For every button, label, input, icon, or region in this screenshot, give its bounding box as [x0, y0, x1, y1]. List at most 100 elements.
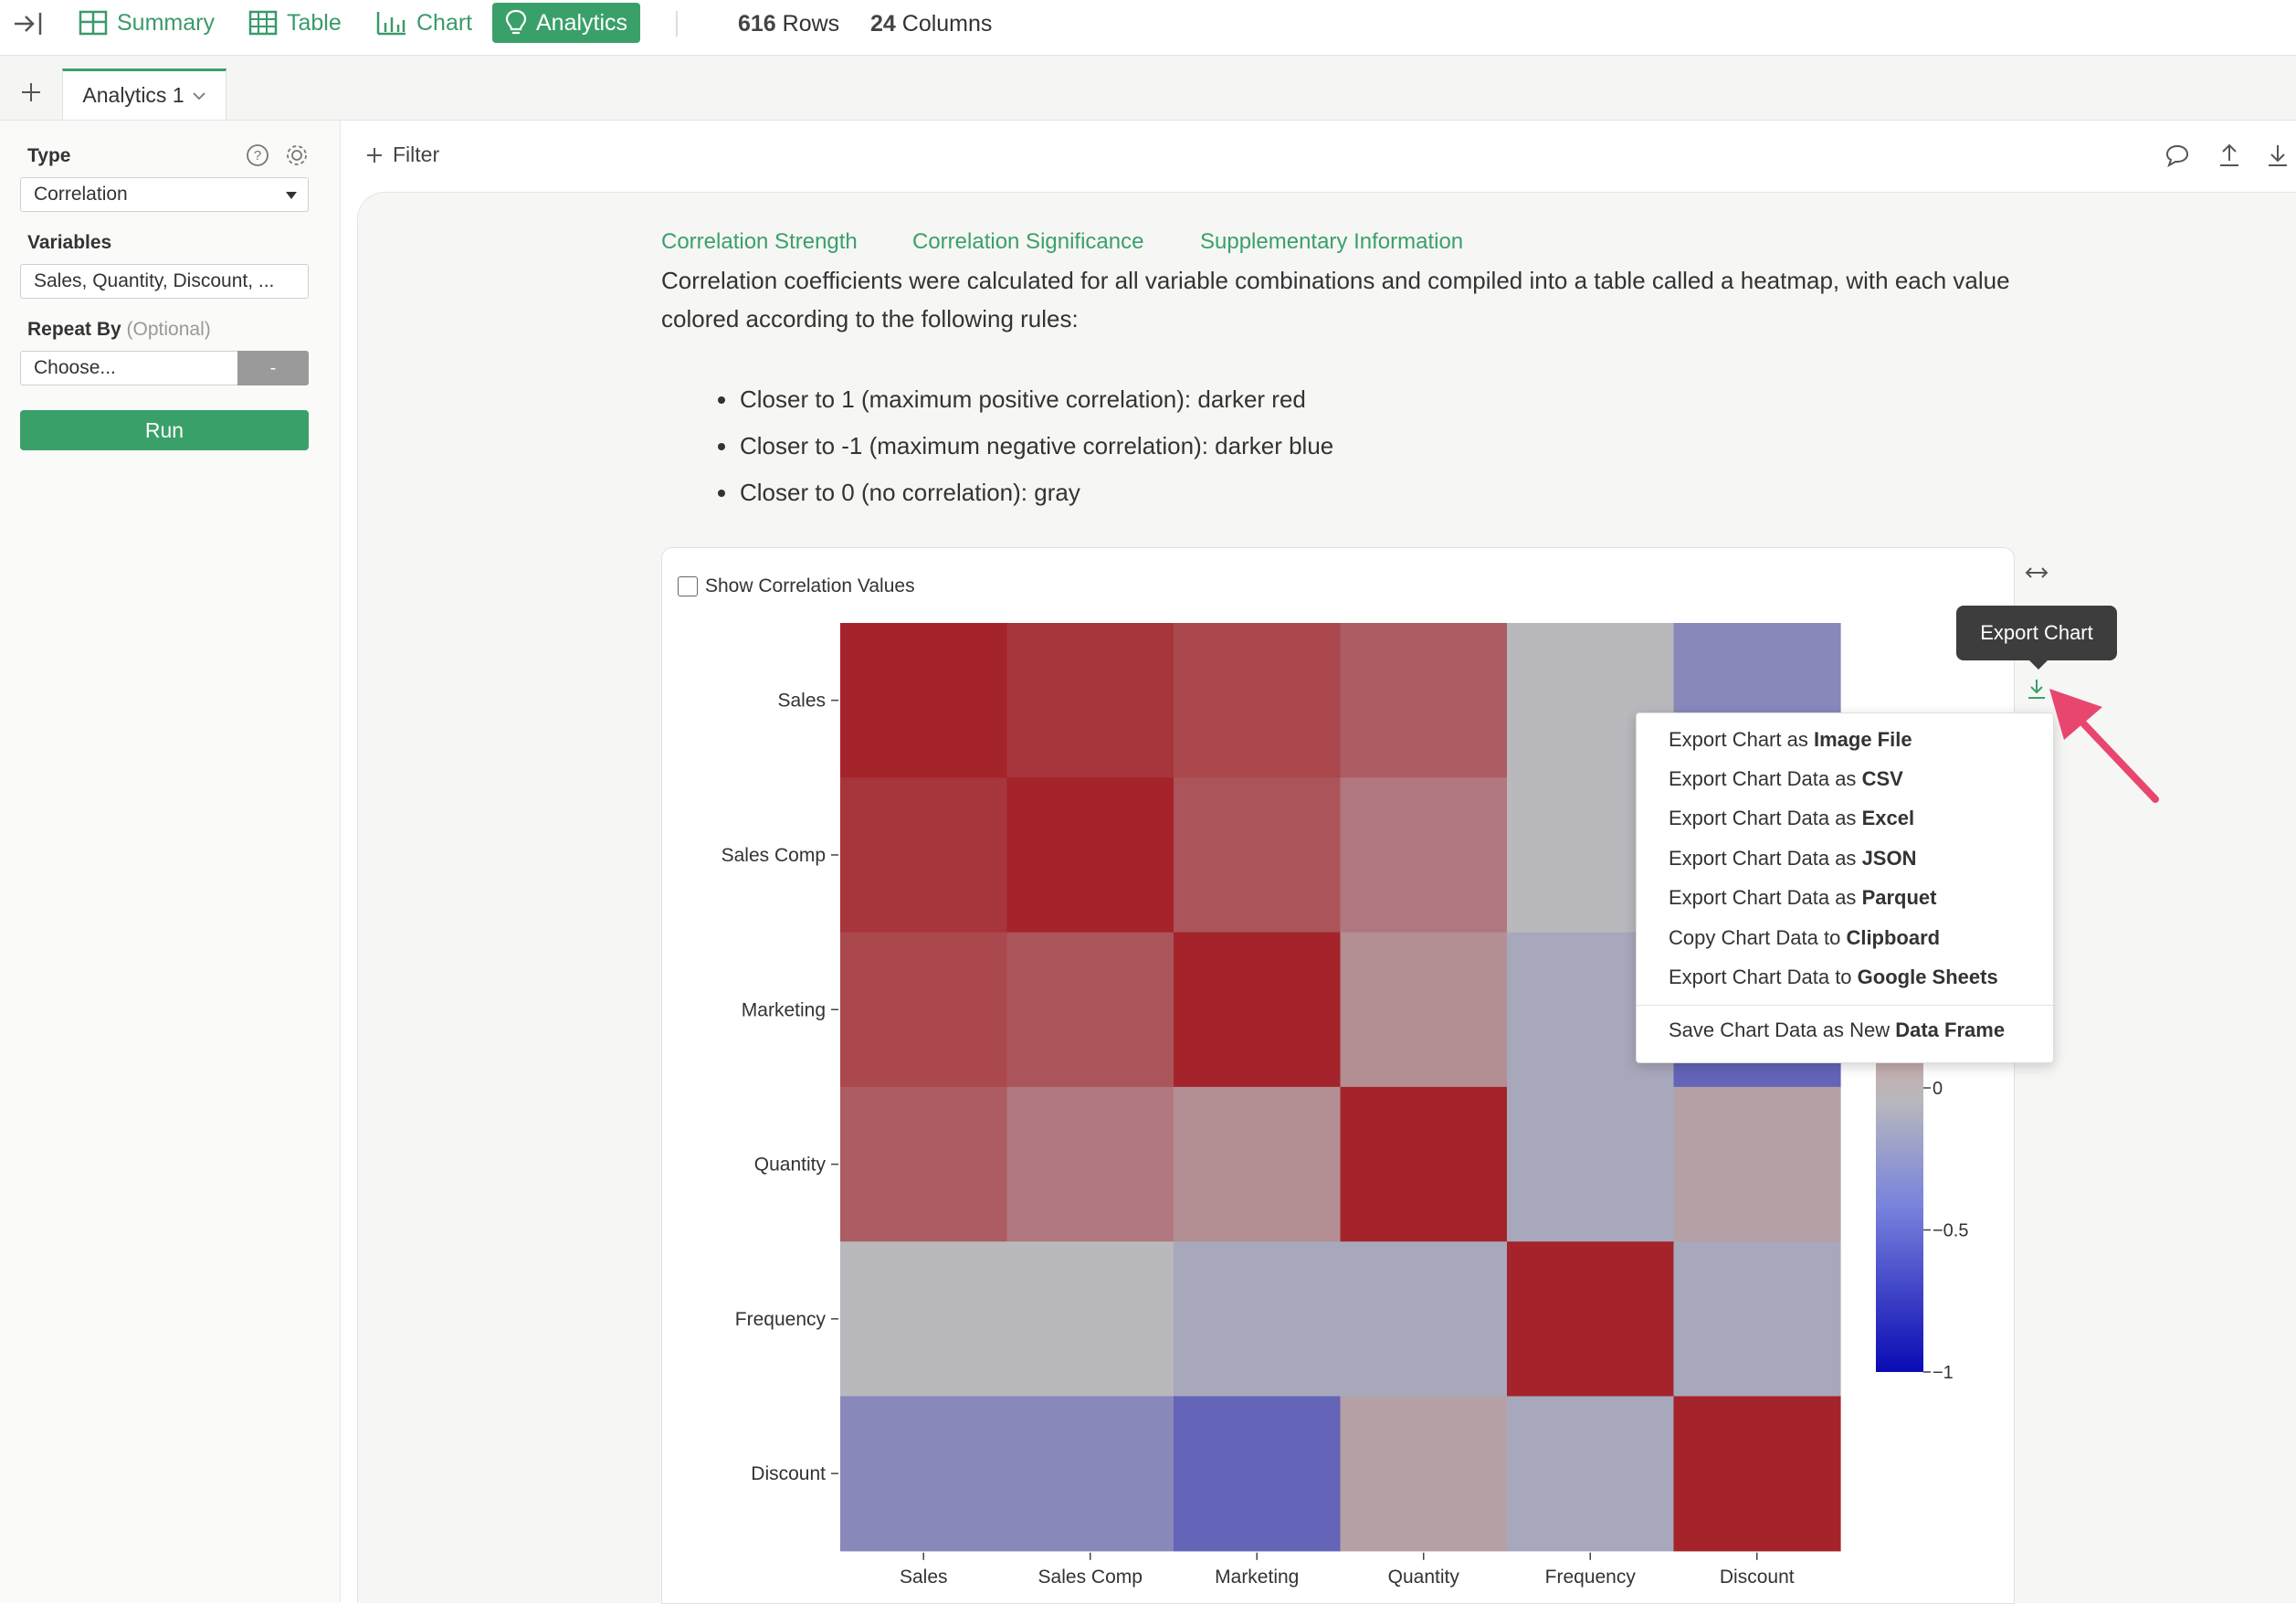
- collapse-sidebar-icon[interactable]: [13, 11, 44, 41]
- variables-value: Sales, Quantity, Discount, ...: [34, 270, 275, 291]
- rule-item: Closer to 1 (maximum positive correlatio…: [718, 376, 1333, 423]
- column-count-label: Columns: [901, 11, 993, 37]
- heatmap-cell: [1340, 1241, 1508, 1398]
- type-select[interactable]: Correlation: [20, 177, 309, 212]
- menu-export-parquet[interactable]: Export Chart Data as Parquet: [1669, 886, 1936, 910]
- repeat-by-label: Repeat By (Optional): [27, 319, 211, 341]
- download-icon[interactable]: [2266, 142, 2290, 173]
- menu-export-csv[interactable]: Export Chart Data as CSV: [1669, 767, 1903, 791]
- nav-table[interactable]: Table: [243, 3, 347, 43]
- x-tick-label: Marketing: [1215, 1567, 1299, 1588]
- nav-chart-label: Chart: [416, 9, 473, 36]
- lightbulb-icon: [505, 9, 527, 35]
- nav-summary-label: Summary: [117, 9, 215, 36]
- menu-item-prefix: Export Chart Data as: [1669, 767, 1857, 790]
- menu-export-excel[interactable]: Export Chart Data as Excel: [1669, 807, 1914, 830]
- menu-item-bold: Excel: [1861, 807, 1915, 829]
- variables-label: Variables: [27, 232, 112, 253]
- heatmap-cell: [1340, 777, 1508, 934]
- export-menu: Export Chart as Image File Export Chart …: [1636, 712, 2054, 1063]
- x-tick-label: Quantity: [1388, 1567, 1460, 1588]
- export-chart-icon[interactable]: [2026, 677, 2048, 705]
- menu-copy-clipboard[interactable]: Copy Chart Data to Clipboard: [1669, 926, 1940, 950]
- heatmap-cell: [1340, 623, 1508, 778]
- show-values-checkbox[interactable]: Show Correlation Values: [678, 575, 915, 597]
- menu-item-prefix: Export Chart Data as: [1669, 847, 1857, 870]
- heatmap-cell: [1174, 932, 1342, 1088]
- repeat-by-select[interactable]: Choose...: [20, 351, 237, 385]
- heatmap-cell: [1006, 777, 1174, 934]
- gear-icon[interactable]: [284, 142, 310, 173]
- menu-item-bold: CSV: [1861, 767, 1903, 790]
- y-tick-label: Sales: [777, 691, 826, 712]
- variables-field[interactable]: Sales, Quantity, Discount, ...: [20, 264, 309, 299]
- nav-chart[interactable]: Chart: [371, 3, 478, 43]
- colorbar: [1876, 1041, 1923, 1372]
- add-tab-icon[interactable]: [20, 81, 42, 108]
- heatmap-cell: [840, 932, 1008, 1088]
- x-tick-label: Frequency: [1545, 1567, 1637, 1588]
- colorbar-tick-label: −0.5: [1933, 1221, 1968, 1241]
- chevron-down-icon[interactable]: [192, 90, 206, 101]
- colorbar-tick-label: 0: [1933, 1079, 1943, 1099]
- x-tick-label: Sales: [900, 1567, 948, 1588]
- column-count-value: 24: [870, 11, 896, 37]
- repeat-by-clear-button[interactable]: -: [237, 351, 309, 385]
- heatmap-cell: [1006, 623, 1174, 778]
- type-select-value: Correlation: [34, 184, 128, 205]
- colorbar-tick-label: −1: [1933, 1363, 1954, 1383]
- y-tick-label: Marketing: [742, 999, 826, 1020]
- intro-paragraph: Correlation coefficients were calculated…: [661, 267, 2010, 332]
- menu-divider: [1637, 1005, 2053, 1006]
- toolbar-divider: [676, 11, 678, 37]
- run-button[interactable]: Run: [20, 410, 309, 450]
- y-tick-label: Sales Comp: [721, 845, 826, 866]
- menu-item-bold: Clipboard: [1846, 926, 1941, 949]
- link-correlation-strength[interactable]: Correlation Strength: [661, 229, 858, 254]
- heatmap-cell: [1340, 1086, 1508, 1242]
- menu-export-google-sheets[interactable]: Export Chart Data to Google Sheets: [1669, 966, 1998, 989]
- nav-summary[interactable]: Summary: [73, 3, 220, 43]
- nav-analytics-label: Analytics: [536, 9, 628, 36]
- checkbox-box[interactable]: [678, 576, 698, 596]
- filter-button[interactable]: Filter: [365, 142, 439, 167]
- link-correlation-significance[interactable]: Correlation Significance: [912, 229, 1144, 254]
- heatmap-cell: [1174, 623, 1342, 778]
- link-supplementary-information[interactable]: Supplementary Information: [1200, 229, 1464, 254]
- heatmap-cell: [1507, 1086, 1675, 1242]
- repeat-by-optional: (Optional): [126, 319, 211, 340]
- nav-analytics[interactable]: Analytics: [492, 3, 641, 43]
- row-count-label: Rows: [782, 11, 840, 37]
- heatmap-cell: [1673, 1086, 1841, 1242]
- menu-item-bold: Parquet: [1861, 886, 1937, 909]
- left-panel: Type ? Correlation Variables Sales, Quan…: [0, 121, 341, 1602]
- heatmap-cell: [840, 1396, 1008, 1552]
- menu-item-prefix: Export Chart Data as: [1669, 886, 1857, 909]
- menu-item-prefix: Copy Chart Data to: [1669, 926, 1841, 949]
- upload-icon[interactable]: [2217, 142, 2241, 173]
- column-count: 24 Columns: [870, 11, 992, 37]
- heatmap-cell: [1006, 1396, 1174, 1552]
- filter-label: Filter: [393, 142, 440, 166]
- heatmap-cell: [1006, 932, 1174, 1088]
- heatmap-cell: [1174, 1396, 1342, 1552]
- expand-width-icon[interactable]: [2024, 564, 2049, 586]
- menu-export-json[interactable]: Export Chart Data as JSON: [1669, 847, 1916, 871]
- heatmap-cell: [840, 777, 1008, 934]
- row-count: 616 Rows: [738, 11, 839, 37]
- nav-table-label: Table: [287, 9, 342, 36]
- tab-analytics-1[interactable]: Analytics 1: [62, 69, 226, 120]
- comment-icon[interactable]: [2164, 142, 2190, 173]
- bar-chart-icon: [376, 12, 405, 36]
- heatmap-cell: [1507, 1396, 1675, 1552]
- y-tick-label: Frequency: [735, 1309, 827, 1330]
- help-icon[interactable]: ?: [245, 142, 270, 173]
- menu-export-image[interactable]: Export Chart as Image File: [1669, 728, 1912, 752]
- summary-icon: [79, 10, 108, 36]
- heatmap-cell: [840, 1241, 1008, 1398]
- menu-item-bold: Data Frame: [1895, 1018, 2006, 1041]
- menu-save-data-frame[interactable]: Save Chart Data as New Data Frame: [1669, 1018, 2005, 1042]
- heatmap-cell: [1174, 777, 1342, 934]
- menu-item-bold: Google Sheets: [1857, 966, 1998, 988]
- top-toolbar: Summary Table Chart Analytics 616 Rows 2…: [0, 0, 2296, 56]
